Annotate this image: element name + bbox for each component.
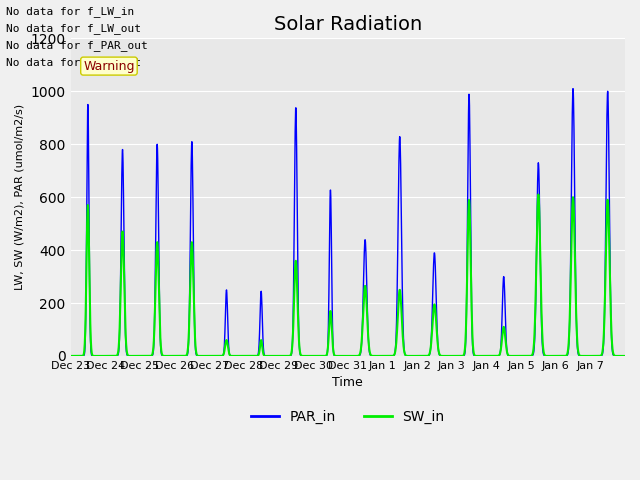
PAR_in: [621, 353, 629, 359]
PAR_in: [381, 353, 389, 359]
Y-axis label: LW, SW (W/m2), PAR (umol/m2/s): LW, SW (W/m2), PAR (umol/m2/s): [15, 104, 25, 290]
Text: No data for f_LW_out: No data for f_LW_out: [6, 23, 141, 34]
Line: PAR_in: PAR_in: [70, 89, 625, 356]
Text: Warning: Warning: [83, 60, 134, 72]
SW_in: [122, 337, 130, 343]
PAR_in: [614, 353, 621, 359]
Text: No data for f_SW_out: No data for f_SW_out: [6, 57, 141, 68]
PAR_in: [547, 353, 554, 359]
SW_in: [515, 353, 523, 359]
SW_in: [547, 353, 554, 359]
Line: SW_in: SW_in: [70, 194, 625, 356]
Title: Solar Radiation: Solar Radiation: [274, 15, 422, 34]
PAR_in: [569, 86, 577, 92]
SW_in: [614, 353, 621, 359]
SW_in: [534, 192, 542, 197]
PAR_in: [122, 343, 130, 348]
PAR_in: [67, 353, 74, 359]
SW_in: [67, 353, 74, 359]
Text: No data for f_LW_in: No data for f_LW_in: [6, 6, 134, 17]
SW_in: [621, 353, 629, 359]
Text: No data for f_PAR_out: No data for f_PAR_out: [6, 40, 148, 51]
SW_in: [242, 353, 250, 359]
PAR_in: [242, 353, 250, 359]
PAR_in: [515, 353, 523, 359]
SW_in: [381, 353, 389, 359]
Legend: PAR_in, SW_in: PAR_in, SW_in: [245, 404, 451, 430]
PAR_in: [240, 353, 248, 359]
X-axis label: Time: Time: [332, 376, 363, 389]
SW_in: [242, 353, 250, 359]
